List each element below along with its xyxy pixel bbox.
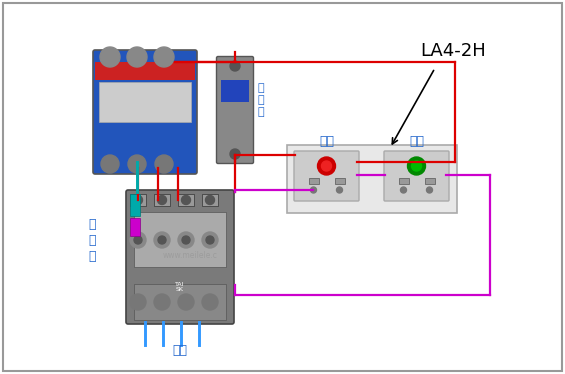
Circle shape <box>337 187 342 193</box>
Circle shape <box>154 232 170 248</box>
Circle shape <box>202 232 218 248</box>
Circle shape <box>130 294 146 310</box>
Bar <box>99 82 191 122</box>
Circle shape <box>321 161 332 171</box>
Circle shape <box>128 155 146 173</box>
Bar <box>130 194 140 216</box>
Circle shape <box>127 47 147 67</box>
Circle shape <box>178 294 194 310</box>
Circle shape <box>182 236 190 244</box>
Circle shape <box>100 47 120 67</box>
Circle shape <box>407 157 425 175</box>
Circle shape <box>206 196 215 205</box>
Bar <box>95 62 195 80</box>
Text: 断
路
器: 断 路 器 <box>257 83 264 117</box>
Bar <box>308 178 319 184</box>
Bar <box>154 194 170 206</box>
Circle shape <box>311 187 316 193</box>
Bar <box>202 194 218 206</box>
FancyBboxPatch shape <box>294 151 359 201</box>
Bar <box>130 194 146 206</box>
Circle shape <box>130 232 146 248</box>
Text: 负载: 负载 <box>172 343 188 356</box>
Circle shape <box>158 236 166 244</box>
FancyBboxPatch shape <box>216 56 254 163</box>
FancyBboxPatch shape <box>384 151 449 201</box>
Bar <box>134 284 226 320</box>
Bar <box>130 218 140 236</box>
Circle shape <box>230 149 240 159</box>
Bar <box>221 80 249 102</box>
Bar <box>178 194 194 206</box>
Circle shape <box>133 196 142 205</box>
Circle shape <box>155 155 173 173</box>
Circle shape <box>181 196 190 205</box>
Circle shape <box>427 187 432 193</box>
Text: 接
触
器: 接 触 器 <box>88 218 95 263</box>
Circle shape <box>101 155 119 173</box>
Bar <box>287 145 457 213</box>
Circle shape <box>154 47 174 67</box>
Bar <box>424 178 434 184</box>
Bar <box>134 212 226 267</box>
Text: 停止: 停止 <box>319 135 334 148</box>
Circle shape <box>158 196 167 205</box>
FancyBboxPatch shape <box>126 190 234 324</box>
FancyBboxPatch shape <box>93 50 197 174</box>
Circle shape <box>401 187 406 193</box>
Circle shape <box>230 61 240 71</box>
Circle shape <box>318 157 336 175</box>
Circle shape <box>154 294 170 310</box>
Circle shape <box>411 161 421 171</box>
Text: TAI
SK: TAI SK <box>175 282 185 292</box>
Bar <box>334 178 345 184</box>
Circle shape <box>206 236 214 244</box>
Text: LA4-2H: LA4-2H <box>420 42 486 60</box>
Circle shape <box>134 236 142 244</box>
Text: www.meilele.c: www.meilele.c <box>163 251 218 260</box>
Circle shape <box>178 232 194 248</box>
Text: 启动: 启动 <box>409 135 424 148</box>
Circle shape <box>202 294 218 310</box>
Bar <box>398 178 408 184</box>
